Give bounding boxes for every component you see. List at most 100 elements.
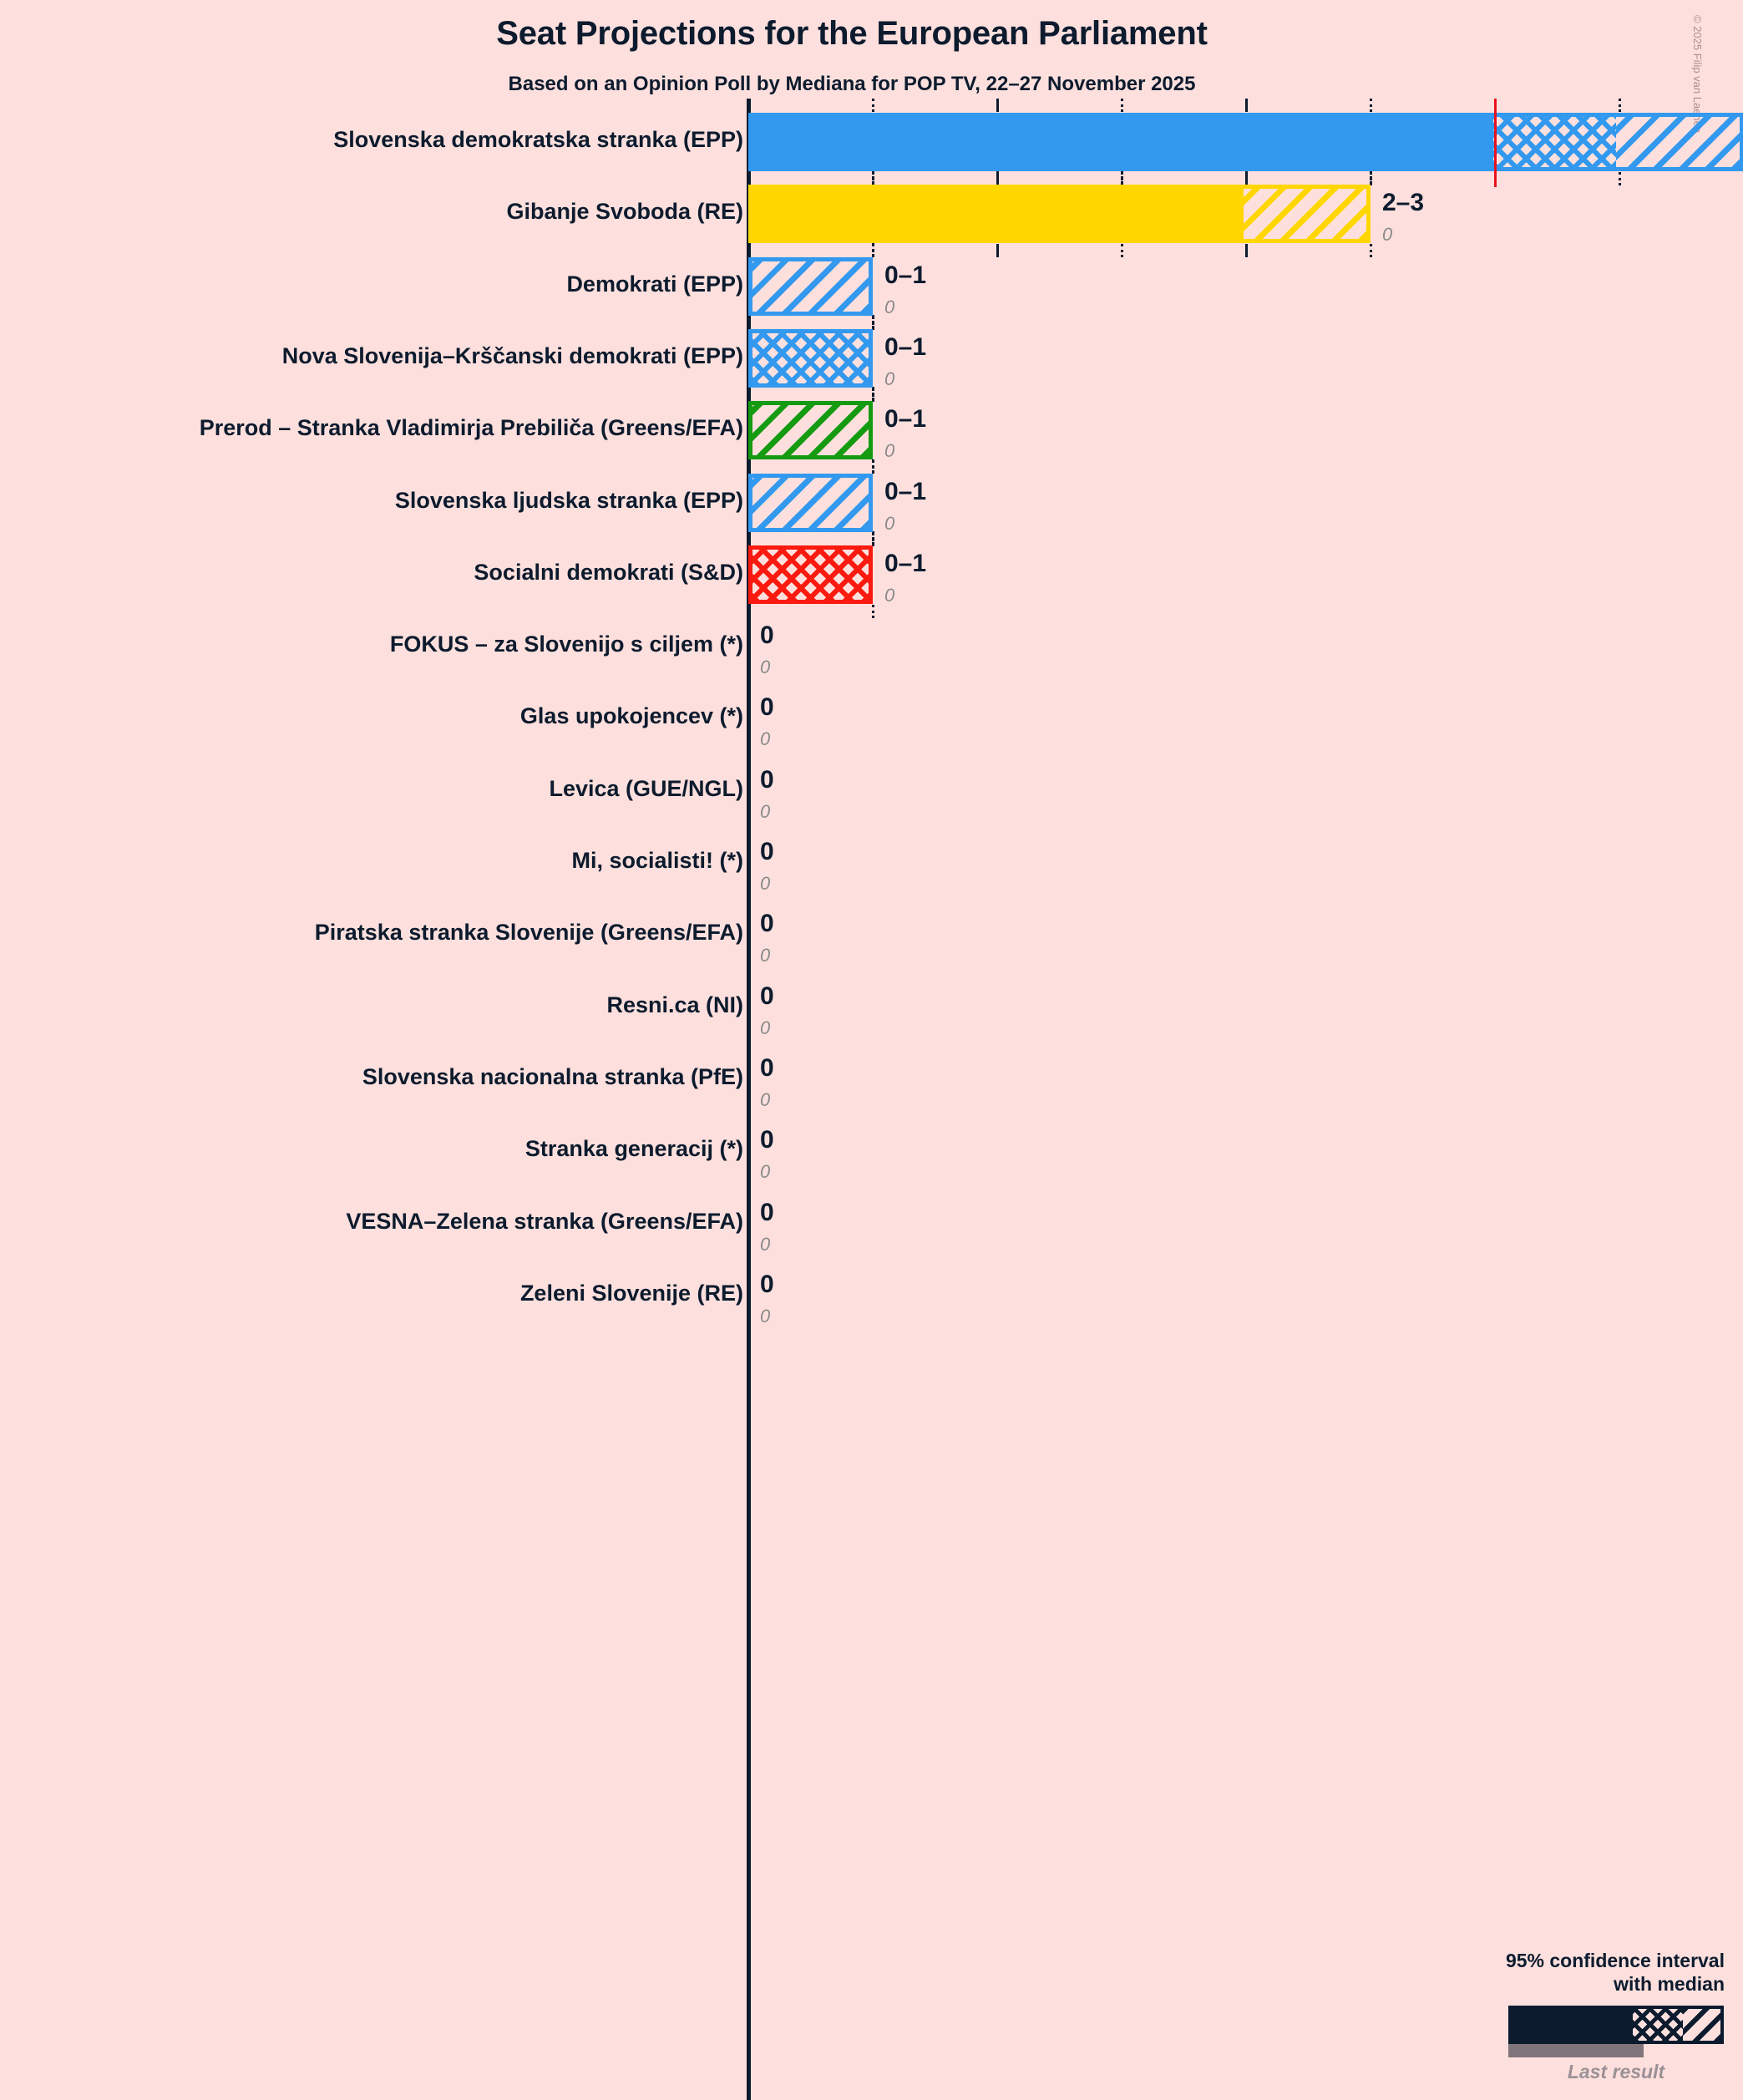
party-label: Levica (GUE/NGL) [549, 775, 743, 801]
majority-marker-line [1493, 99, 1497, 187]
chart-row: Stranka generacij (*) 0 0 [0, 1122, 1743, 1183]
party-label: Demokrati (EPP) [566, 271, 743, 297]
party-label: Mi, socialisti! (*) [571, 848, 743, 873]
gridline-0p5 [871, 459, 874, 473]
gridline-3p5 [1618, 172, 1621, 185]
gridline-2p5 [1369, 99, 1372, 112]
legend-last-result-label: Last result [1567, 2061, 1665, 2082]
last-result-value: 0 [760, 657, 771, 678]
seat-range-label: 0 [760, 765, 774, 794]
chart-row: Slovenska nacionalna stranka (PfE) 0 0 [0, 1050, 1743, 1110]
party-label: Slovenska ljudska stranka (EPP) [394, 487, 743, 513]
legend-line-1: 95% confidence interval [1505, 1949, 1725, 1971]
party-label: FOKUS – za Slovenijo s ciljem (*) [389, 632, 743, 657]
chart-row: Gibanje Svoboda (RE) 2–3 0 [0, 185, 1743, 246]
seat-range-label: 0 [760, 910, 774, 938]
bar-segment-median [752, 117, 1493, 167]
bar-segment-crosshatch [752, 332, 869, 383]
last-result-value: 0 [1382, 224, 1393, 246]
chart-row: Mi, socialisti! (*) 0 0 [0, 834, 1743, 894]
seat-range-label: 0 [760, 1270, 774, 1298]
confidence-interval-bar[interactable] [748, 185, 1371, 244]
page-subtitle: Based on an Opinion Poll by Mediana for … [508, 73, 1196, 95]
gridline-0p5 [871, 242, 874, 256]
party-label: Socialni demokrati (S&D) [474, 559, 743, 585]
gridline-0p5 [871, 604, 874, 618]
page-title: Seat Projections for the European Parlia… [496, 15, 1208, 52]
gridline-0p5 [871, 170, 874, 185]
legend-interval-bar [1508, 2006, 1724, 2044]
last-result-value: 0 [884, 440, 895, 462]
last-result-value: 0 [884, 296, 895, 317]
legend-segment-diagonal [1683, 2009, 1720, 2041]
seat-range-label: 2–3 [1382, 189, 1425, 217]
chart-row: Prerod – Stranka Vladimirja Prebiliča (G… [0, 401, 1743, 462]
y-axis-line [747, 99, 751, 2100]
last-result-value: 0 [760, 945, 771, 966]
last-result-value: 0 [884, 584, 895, 606]
party-label: Stranka generacij (*) [524, 1136, 743, 1162]
gridline-1 [996, 99, 999, 112]
gridline-1p5 [1120, 170, 1123, 185]
seat-range-label: 0 [760, 1126, 774, 1154]
gridline-1 [996, 244, 999, 258]
confidence-interval-bar[interactable] [748, 113, 1743, 171]
bar-segment-diagonal [1616, 117, 1740, 167]
chart-row: Socialni demokrati (S&D) 0–1 0 [0, 545, 1743, 606]
seat-range-label: 0 [760, 838, 774, 865]
last-result-value: 0 [760, 800, 771, 822]
confidence-interval-bar[interactable] [748, 473, 873, 532]
party-label: Nova Slovenija–Krščanski demokrati (EPP) [281, 342, 743, 368]
gridline-2p5 [1369, 244, 1372, 258]
confidence-interval-bar[interactable] [748, 256, 873, 316]
last-result-value: 0 [884, 512, 895, 534]
chart-row: Piratska stranka Slovenije (Greens/EFA) 0… [0, 905, 1743, 966]
gridline-2 [1244, 244, 1248, 258]
chart-row: Glas upokojencev (*) 0 0 [0, 689, 1743, 750]
confidence-interval-bar[interactable] [748, 328, 873, 388]
last-result-value: 0 [760, 1017, 771, 1038]
seat-range-label: 0 [760, 1198, 774, 1226]
confidence-interval-bar[interactable] [748, 545, 873, 604]
gridline-2 [1244, 99, 1248, 112]
seat-range-label: 0 [760, 982, 774, 1010]
bar-segment-diagonal [752, 405, 869, 456]
party-label: Prerod – Stranka Vladimirja Prebiliča (G… [199, 415, 743, 441]
seat-range-label: 0–1 [884, 549, 927, 577]
bar-segment-diagonal [752, 477, 869, 528]
bar-segment-diagonal [752, 261, 869, 312]
party-label: Resni.ca (NI) [606, 992, 743, 1017]
gridline-1 [996, 170, 999, 185]
party-label: Slovenska nacionalna stranka (PfE) [362, 1063, 743, 1089]
gridline-0p5 [871, 99, 874, 112]
bar-segment-crosshatch [1492, 117, 1617, 167]
seat-range-label: 0–1 [884, 332, 927, 361]
last-result-value: 0 [760, 1161, 771, 1183]
last-result-value: 0 [760, 1088, 771, 1110]
chart-row: Nova Slovenija–Krščanski demokrati (EPP)… [0, 328, 1743, 389]
bar-segment-median [752, 189, 1244, 240]
party-label: Piratska stranka Slovenije (Greens/EFA) [314, 920, 743, 946]
confidence-interval-bar[interactable] [748, 401, 873, 460]
seat-range-label: 0 [760, 1053, 774, 1082]
last-result-value: 0 [760, 728, 771, 750]
bar-segment-crosshatch [752, 549, 869, 600]
gridline-0p5 [871, 387, 874, 401]
seat-range-label: 0 [760, 693, 774, 722]
chart-row: Zeleni Slovenije (RE) 0 0 [0, 1266, 1743, 1326]
gridline-2 [1244, 170, 1248, 185]
chart-row: Demokrati (EPP) 0–1 0 [0, 256, 1743, 317]
last-result-value: 0 [760, 1233, 771, 1255]
gridline-1p5 [1120, 99, 1123, 112]
gridline-0p5 [871, 530, 874, 545]
gridline-3p5 [1618, 99, 1621, 112]
seat-range-label: 0–1 [884, 261, 927, 289]
legend: 95% confidence interval with median Last… [1441, 1949, 1725, 2083]
last-result-value: 0 [760, 873, 771, 894]
party-label: Gibanje Svoboda (RE) [506, 199, 743, 225]
last-result-value: 0 [884, 368, 895, 389]
chart-row: Slovenska ljudska stranka (EPP) 0–1 0 [0, 473, 1743, 534]
chart-row: Resni.ca (NI) 0 0 [0, 978, 1743, 1038]
chart-row: Levica (GUE/NGL) 0 0 [0, 762, 1743, 822]
